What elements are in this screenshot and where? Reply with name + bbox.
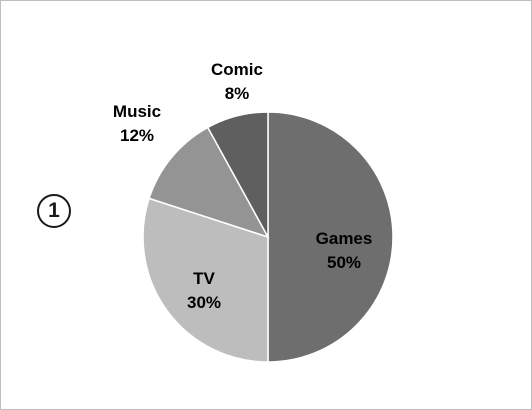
slice-label-music: Music bbox=[113, 102, 161, 121]
slice-value-games: 50% bbox=[327, 253, 361, 272]
slice-value-comic: 8% bbox=[225, 84, 250, 103]
slice-label-games: Games bbox=[316, 229, 373, 248]
pie-slice-comic bbox=[206, 111, 269, 238]
pie-slice-music bbox=[148, 126, 270, 239]
slice-value-tv: 30% bbox=[187, 293, 221, 312]
pie-slice-games bbox=[267, 111, 394, 363]
slice-label-comic: Comic bbox=[211, 60, 263, 79]
slice-label-tv: TV bbox=[193, 269, 215, 288]
figure-number-marker: 1 bbox=[37, 194, 71, 228]
slice-value-music: 12% bbox=[120, 126, 154, 145]
pie-slice-tv bbox=[142, 197, 269, 363]
